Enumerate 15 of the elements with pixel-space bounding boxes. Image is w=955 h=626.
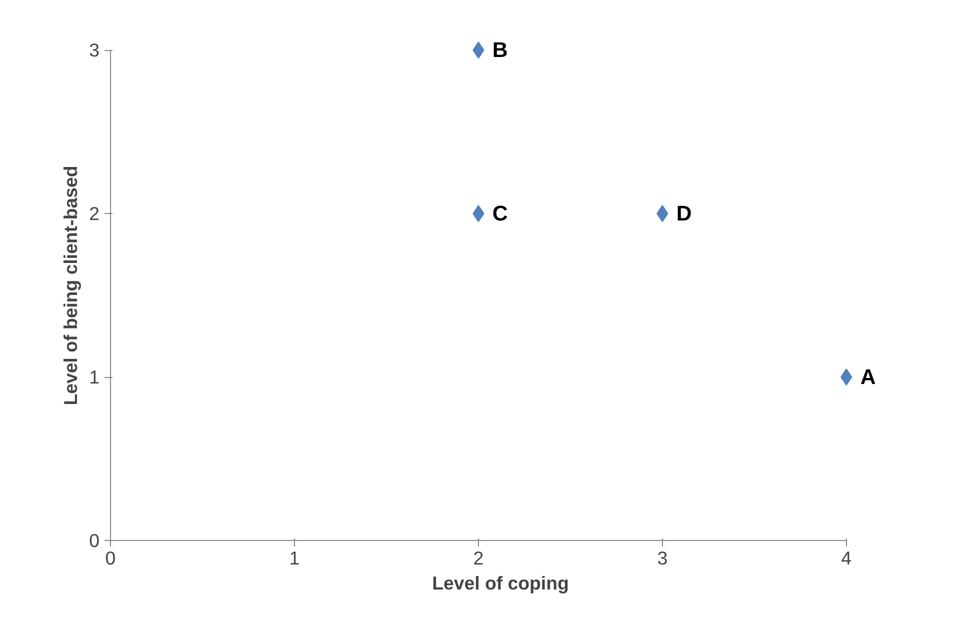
y-tick-label: 2 [89,203,100,224]
annotation: D [676,202,692,226]
x-tick-label: 0 [105,548,116,568]
y-tick-label: 0 [89,530,100,551]
x-tick-label: 4 [841,548,852,568]
y-axis-title: Level of being client-based [60,166,82,406]
x-tick-label: 3 [657,548,668,568]
y-tick-label: 1 [89,366,100,388]
y-tick-label: 3 [89,40,100,61]
x-tick-label: 1 [289,548,300,568]
annotation: C [492,202,508,226]
annotation: B [492,38,508,62]
x-axis-title: Level of coping [432,572,569,594]
x-tick-label: 2 [473,548,484,568]
annotation: A [860,365,876,390]
